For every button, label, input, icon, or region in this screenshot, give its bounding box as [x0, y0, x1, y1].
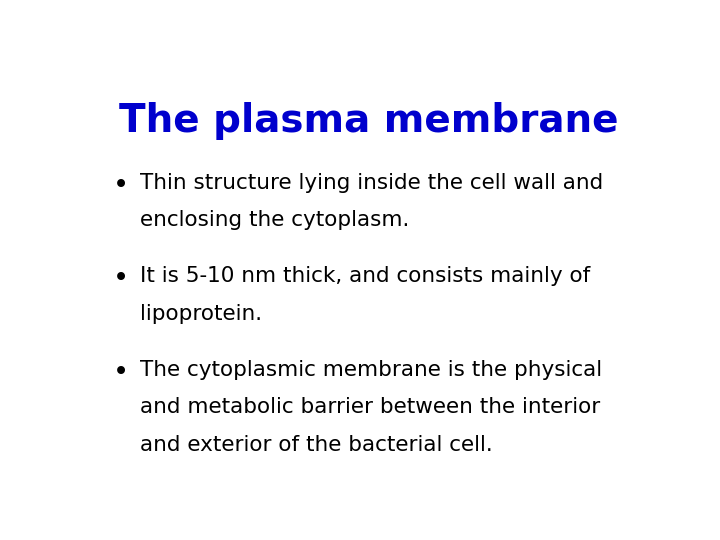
Text: and exterior of the bacterial cell.: and exterior of the bacterial cell. — [140, 435, 493, 455]
Text: The cytoplasmic membrane is the physical: The cytoplasmic membrane is the physical — [140, 360, 603, 380]
Text: Thin structure lying inside the cell wall and: Thin structure lying inside the cell wal… — [140, 173, 603, 193]
Text: and metabolic barrier between the interior: and metabolic barrier between the interi… — [140, 397, 600, 417]
Text: enclosing the cytoplasm.: enclosing the cytoplasm. — [140, 210, 410, 231]
Text: •: • — [112, 173, 129, 199]
Text: lipoprotein.: lipoprotein. — [140, 304, 262, 324]
Text: •: • — [112, 266, 129, 293]
Text: It is 5-10 nm thick, and consists mainly of: It is 5-10 nm thick, and consists mainly… — [140, 266, 590, 286]
Text: The plasma membrane: The plasma membrane — [120, 102, 618, 140]
Text: •: • — [112, 360, 129, 386]
